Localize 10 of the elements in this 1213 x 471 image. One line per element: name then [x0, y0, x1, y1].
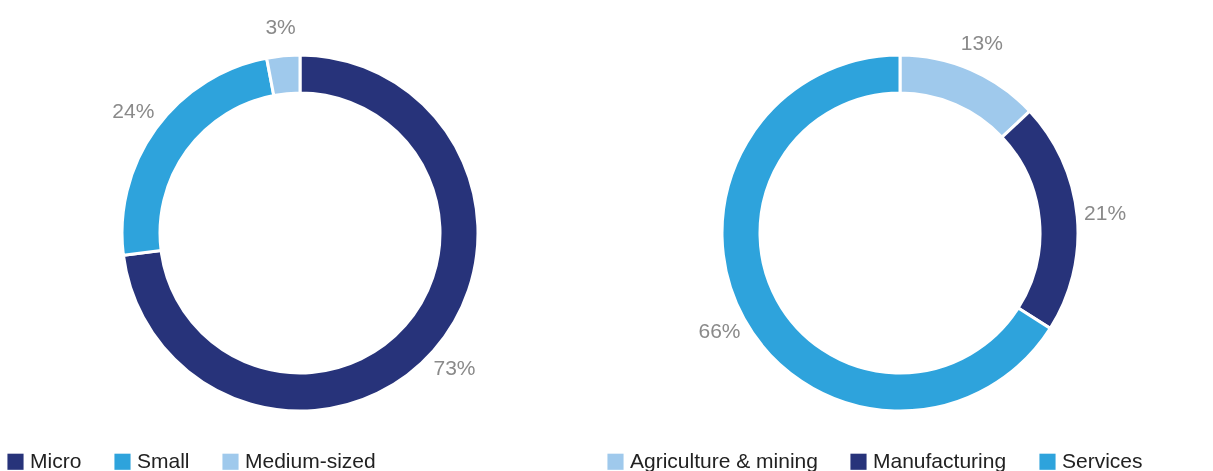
legend-label: Micro: [30, 448, 82, 471]
legend-label: Services: [1062, 448, 1143, 471]
data-label: 66%: [698, 319, 741, 343]
data-label: 13%: [960, 30, 1003, 54]
data-label: 73%: [433, 356, 476, 380]
data-label: 21%: [1084, 200, 1127, 224]
legend-label: Medium-sized: [245, 448, 376, 471]
data-label: 3%: [265, 14, 296, 38]
data-label: 24%: [112, 98, 155, 122]
legend-label: Small: [137, 448, 190, 471]
